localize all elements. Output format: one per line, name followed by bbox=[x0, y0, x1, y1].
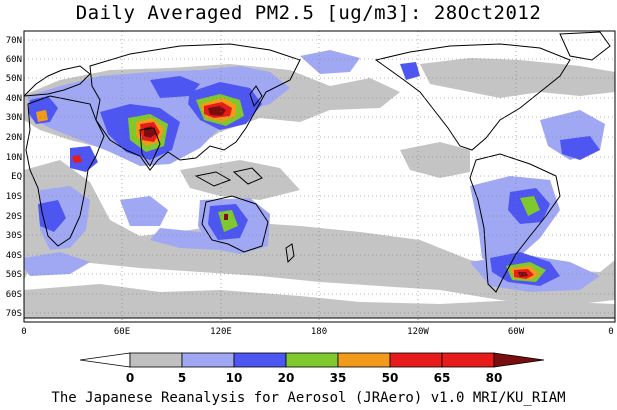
lat-label: 70S bbox=[6, 309, 22, 319]
lon-label: 60E bbox=[114, 327, 130, 337]
colorbar-label: 80 bbox=[486, 371, 503, 385]
colorbar-segment-0 bbox=[79, 352, 131, 368]
attribution-footer: The Japanese Reanalysis for Aerosol (JRA… bbox=[51, 390, 566, 406]
colorbar-label: 20 bbox=[278, 371, 295, 385]
map-title: Daily Averaged PM2.5 [ug/m3]: 28Oct2012 bbox=[75, 2, 542, 24]
colorbar-segment-6b bbox=[441, 352, 495, 368]
lat-label: 60S bbox=[6, 290, 22, 300]
map-frame bbox=[23, 30, 616, 323]
longitude-axis: 0 60E 120E 180 120W 60W 0 bbox=[21, 327, 613, 337]
map-field bbox=[24, 31, 615, 322]
colorbar-segment-7 bbox=[493, 352, 545, 368]
lat-label: 60N bbox=[6, 55, 22, 65]
colorbar-segment-3 bbox=[233, 352, 287, 368]
lon-label: 0 bbox=[608, 327, 613, 337]
lat-label: 20S bbox=[6, 212, 22, 222]
lat-label: 30N bbox=[6, 113, 22, 123]
latitude-axis: 70N 60N 50N 40N 30N 20N 10N EQ 10S 20S 3… bbox=[6, 36, 22, 319]
colorbar-label: 50 bbox=[382, 371, 399, 385]
lat-label: 40N bbox=[6, 94, 22, 104]
lat-label: 70N bbox=[6, 36, 22, 46]
colorbar: 0 5 10 20 35 50 65 80 bbox=[79, 352, 545, 385]
colorbar-label: 10 bbox=[226, 371, 243, 385]
colorbar-segment-2 bbox=[181, 352, 235, 368]
lat-label: 10N bbox=[6, 153, 22, 163]
coastlines bbox=[24, 31, 615, 319]
colorbar-segment-1 bbox=[129, 352, 183, 368]
colorbar-label: 5 bbox=[178, 371, 186, 385]
colorbar-segment-6 bbox=[389, 352, 443, 368]
colorbar-label: 65 bbox=[434, 371, 451, 385]
colorbar-segment-4 bbox=[285, 352, 339, 368]
colorbar-label: 0 bbox=[126, 371, 134, 385]
lon-label: 0 bbox=[21, 327, 26, 337]
colorbar-segment-5 bbox=[337, 352, 391, 368]
lon-label: 60W bbox=[508, 327, 525, 337]
lat-label: 50N bbox=[6, 74, 22, 84]
lat-label: 10S bbox=[6, 192, 22, 202]
colorbar-label: 35 bbox=[330, 371, 347, 385]
lon-label: 180 bbox=[311, 327, 327, 337]
lat-label: 20N bbox=[6, 133, 22, 143]
lon-label: 120E bbox=[210, 327, 232, 337]
lat-label: 40S bbox=[6, 251, 22, 261]
lat-label: EQ bbox=[11, 172, 22, 182]
lat-label: 30S bbox=[6, 231, 22, 241]
lon-label: 120W bbox=[407, 327, 429, 337]
lat-label: 50S bbox=[6, 270, 22, 280]
